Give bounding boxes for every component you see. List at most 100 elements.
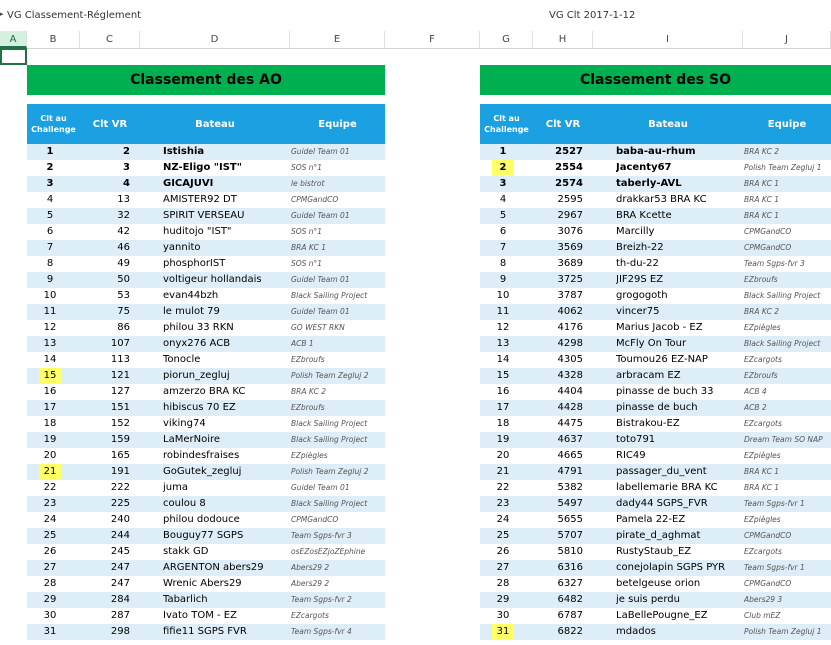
rank-cell[interactable]: 9 bbox=[46, 274, 54, 285]
vr-cell[interactable]: 240 bbox=[110, 514, 130, 525]
boat-cell[interactable]: robindesfraises bbox=[163, 450, 240, 461]
rank-cell[interactable]: 3 bbox=[46, 178, 54, 189]
boat-cell[interactable]: labellemarie BRA KC bbox=[616, 482, 718, 493]
team-cell[interactable]: Team Sgps-fvr 1 bbox=[744, 499, 805, 508]
vr-cell[interactable]: 75 bbox=[117, 306, 130, 317]
team-cell[interactable]: BRA KC 2 bbox=[744, 307, 779, 316]
rank-cell[interactable]: 26 bbox=[43, 546, 57, 557]
rank-cell[interactable]: 7 bbox=[46, 242, 54, 253]
boat-cell[interactable]: huditojo "IST" bbox=[163, 226, 232, 237]
rank-cell[interactable]: 4 bbox=[499, 194, 507, 205]
boat-cell[interactable]: viking74 bbox=[163, 418, 206, 429]
boat-cell[interactable]: ARGENTON abers29 bbox=[163, 562, 264, 573]
boat-cell[interactable]: baba-au-rhum bbox=[616, 146, 696, 157]
rank-cell[interactable]: 8 bbox=[499, 258, 507, 269]
vr-cell[interactable]: 107 bbox=[110, 338, 130, 349]
vr-cell[interactable]: 3725 bbox=[557, 274, 583, 285]
boat-cell[interactable]: phosphorIST bbox=[163, 258, 226, 269]
vr-cell[interactable]: 2 bbox=[123, 146, 130, 157]
rank-cell[interactable]: 3 bbox=[499, 178, 507, 189]
vr-cell[interactable]: 6327 bbox=[557, 578, 583, 589]
team-cell[interactable]: BRA KC 2 bbox=[744, 147, 779, 156]
boat-cell[interactable]: McFly On Tour bbox=[616, 338, 687, 349]
vr-cell[interactable]: 6482 bbox=[557, 594, 583, 605]
rank-cell[interactable]: 29 bbox=[43, 594, 57, 605]
boat-cell[interactable]: vincer75 bbox=[616, 306, 660, 317]
vr-cell[interactable]: 225 bbox=[110, 498, 130, 509]
team-cell[interactable]: EZpiègles bbox=[291, 451, 328, 460]
boat-cell[interactable]: drakkar53 BRA KC bbox=[616, 194, 707, 205]
boat-cell[interactable]: voltigeur hollandais bbox=[163, 274, 262, 285]
column-header-c[interactable]: C bbox=[80, 31, 140, 48]
vr-cell[interactable]: 245 bbox=[110, 546, 130, 557]
vr-cell[interactable]: 4404 bbox=[557, 386, 583, 397]
boat-cell[interactable]: Ivato TOM - EZ bbox=[163, 610, 237, 621]
rank-cell[interactable]: 5 bbox=[499, 210, 507, 221]
vr-cell[interactable]: 4328 bbox=[557, 370, 583, 381]
rank-cell[interactable]: 19 bbox=[43, 434, 57, 445]
team-cell[interactable]: ACB 4 bbox=[744, 387, 767, 396]
team-cell[interactable]: CPMGandCO bbox=[744, 531, 792, 540]
team-cell[interactable]: le bistrot bbox=[291, 179, 325, 188]
boat-cell[interactable]: Marius Jacob - EZ bbox=[616, 322, 703, 333]
vr-cell[interactable]: 2967 bbox=[557, 210, 583, 221]
rank-cell[interactable]: 29 bbox=[496, 594, 510, 605]
vr-cell[interactable]: 6787 bbox=[557, 610, 583, 621]
team-cell[interactable]: Guidel Team 01 bbox=[291, 307, 350, 316]
rank-cell[interactable]: 28 bbox=[496, 578, 510, 589]
team-cell[interactable]: Black Sailing Project bbox=[291, 291, 368, 300]
rank-cell[interactable]: 20 bbox=[43, 450, 57, 461]
vr-cell[interactable]: 4298 bbox=[557, 338, 583, 349]
vr-cell[interactable]: 3 bbox=[123, 162, 130, 173]
vr-cell[interactable]: 13 bbox=[117, 194, 130, 205]
boat-cell[interactable]: piorun_zegluj bbox=[163, 370, 230, 381]
rank-cell[interactable]: 10 bbox=[496, 290, 510, 301]
boat-cell[interactable]: toto791 bbox=[616, 434, 656, 445]
rank-cell[interactable]: 16 bbox=[43, 386, 57, 397]
team-cell[interactable]: EZbroufs bbox=[744, 275, 778, 284]
vr-cell[interactable]: 3076 bbox=[557, 226, 583, 237]
vr-cell[interactable]: 244 bbox=[110, 530, 130, 541]
boat-cell[interactable]: Toumou26 EZ-NAP bbox=[616, 354, 708, 365]
vr-cell[interactable]: 152 bbox=[110, 418, 130, 429]
team-cell[interactable]: Team Sgps-fvr 3 bbox=[291, 531, 352, 540]
vr-cell[interactable]: 3569 bbox=[557, 242, 583, 253]
vr-cell[interactable]: 4791 bbox=[557, 466, 583, 477]
rank-cell[interactable]: 14 bbox=[43, 354, 57, 365]
vr-cell[interactable]: 5707 bbox=[557, 530, 583, 541]
column-header-d[interactable]: D bbox=[140, 31, 290, 48]
team-cell[interactable]: BRA KC 1 bbox=[291, 243, 326, 252]
team-cell[interactable]: SOS n°1 bbox=[291, 227, 323, 236]
rank-cell[interactable]: 24 bbox=[43, 514, 57, 525]
vr-cell[interactable]: 4665 bbox=[557, 450, 583, 461]
vr-cell[interactable]: 4176 bbox=[557, 322, 583, 333]
rank-cell[interactable]: 21 bbox=[39, 464, 61, 480]
team-cell[interactable]: Team Sgps-fvr 4 bbox=[291, 627, 352, 636]
rank-cell[interactable]: 31 bbox=[43, 626, 57, 637]
rank-cell[interactable]: 9 bbox=[499, 274, 507, 285]
boat-cell[interactable]: betelgeuse orion bbox=[616, 578, 701, 589]
team-cell[interactable]: EZpiègles bbox=[744, 451, 781, 460]
vr-cell[interactable]: 86 bbox=[117, 322, 130, 333]
boat-cell[interactable]: Wrenic Abers29 bbox=[163, 578, 242, 589]
team-cell[interactable]: Team Sgps-fvr 1 bbox=[744, 563, 805, 572]
team-cell[interactable]: Black Sailing Project bbox=[291, 419, 368, 428]
vr-cell[interactable]: 191 bbox=[110, 466, 130, 477]
boat-cell[interactable]: SPIRIT VERSEAU bbox=[163, 210, 245, 221]
rank-cell[interactable]: 5 bbox=[46, 210, 54, 221]
boat-cell[interactable]: RIC49 bbox=[616, 450, 646, 461]
rank-cell[interactable]: 27 bbox=[496, 562, 510, 573]
team-cell[interactable]: Guidel Team 01 bbox=[291, 147, 350, 156]
team-cell[interactable]: GO WEST RKN bbox=[291, 323, 345, 332]
boat-cell[interactable]: amzerzo BRA KC bbox=[163, 386, 246, 397]
rank-cell[interactable]: 22 bbox=[496, 482, 510, 493]
team-cell[interactable]: BRA KC 1 bbox=[744, 483, 779, 492]
team-cell[interactable]: CPMGandCO bbox=[291, 195, 339, 204]
rank-cell[interactable]: 24 bbox=[496, 514, 510, 525]
vr-cell[interactable]: 165 bbox=[110, 450, 130, 461]
team-cell[interactable]: EZcargots bbox=[291, 611, 329, 620]
vr-cell[interactable]: 49 bbox=[117, 258, 130, 269]
vr-cell[interactable]: 53 bbox=[117, 290, 130, 301]
boat-cell[interactable]: arbracam EZ bbox=[616, 370, 681, 381]
team-cell[interactable]: ACB 1 bbox=[291, 339, 314, 348]
